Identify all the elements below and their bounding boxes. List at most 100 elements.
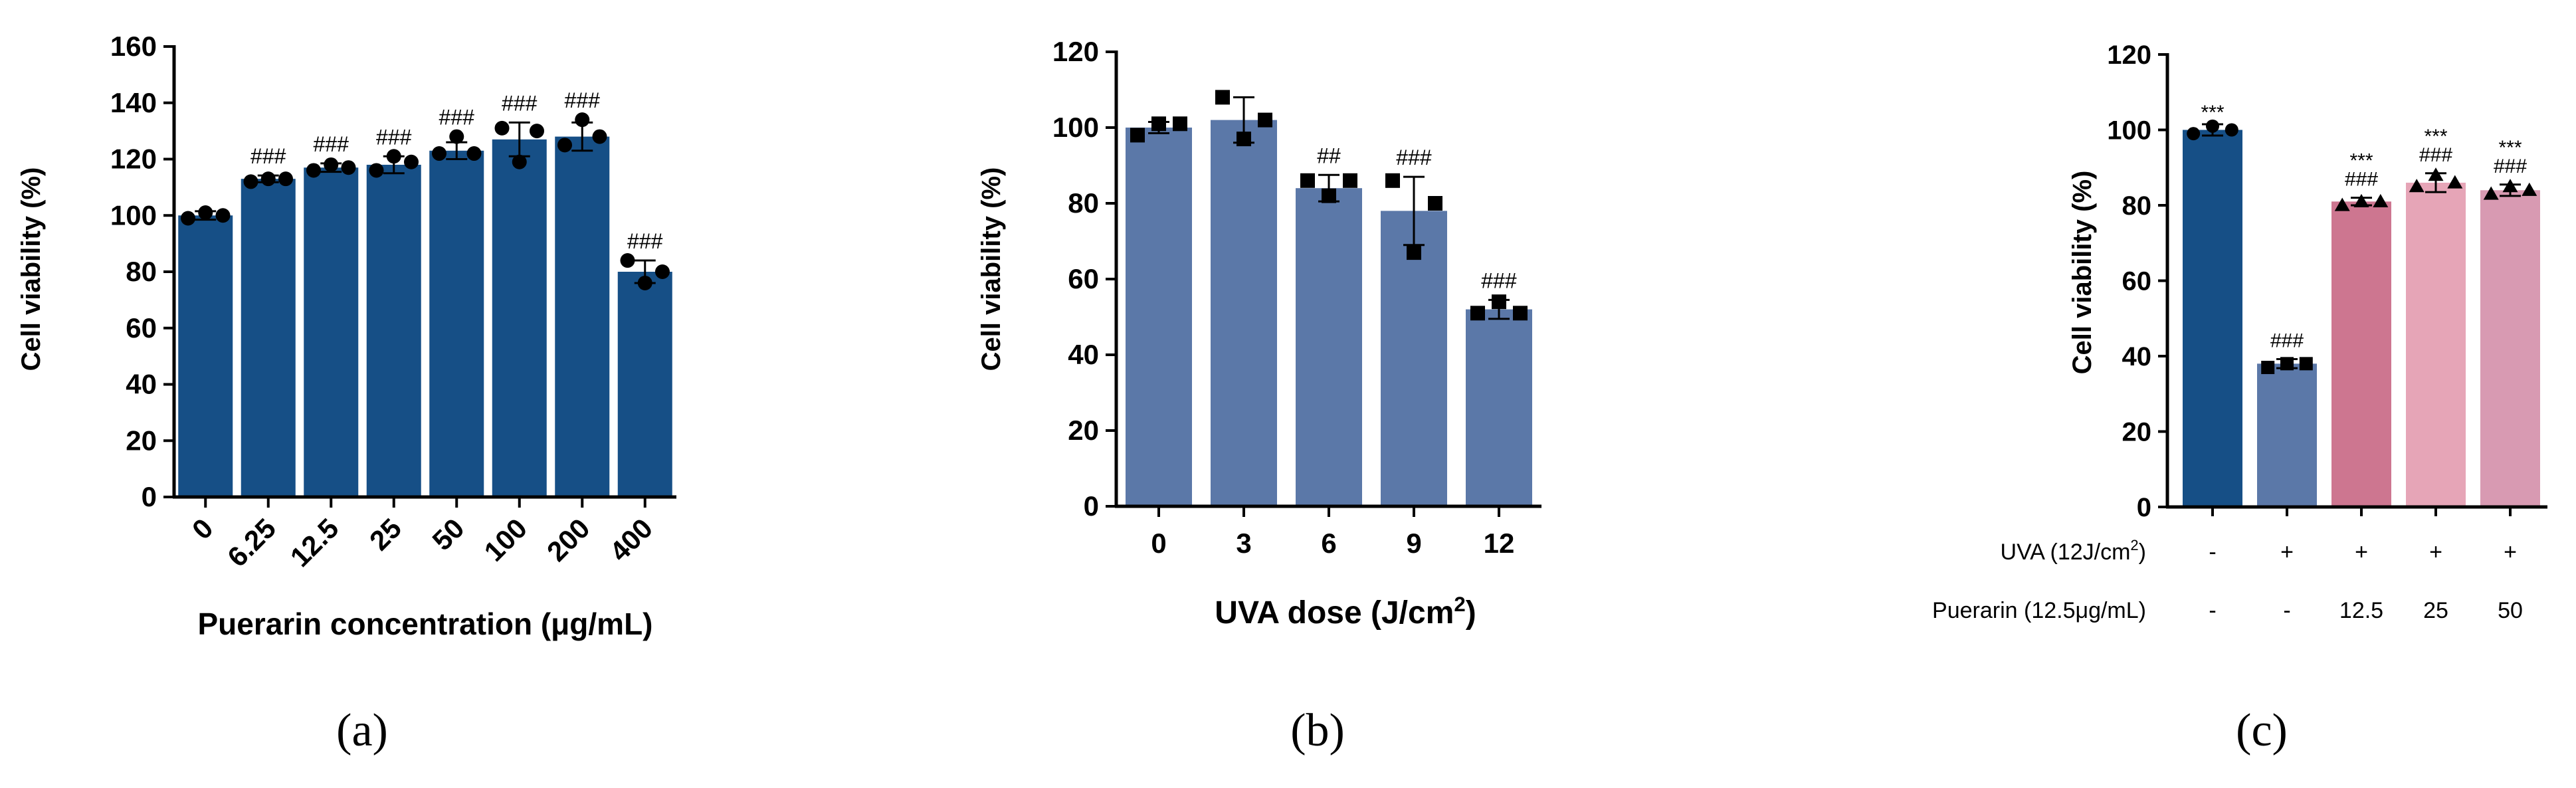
data-point [2225,123,2238,137]
panel-a-label: (a) [336,705,388,756]
bar-3 [1211,120,1277,507]
bar-4 [2406,182,2466,507]
significance-hash: ### [2345,169,2378,191]
data-point [181,211,196,226]
data-point [2299,357,2313,371]
x-tick-label: 200 [541,512,596,567]
data-point [2409,179,2425,193]
data-point [1492,294,1506,310]
row-value: + [2280,540,2294,565]
data-point [575,112,590,128]
x-axis-title: Puerarin concentration (μg/mL) [198,607,653,641]
data-point [2522,182,2537,196]
data-point [2334,197,2350,211]
row-value: + [2429,540,2442,565]
bar-2 [2257,363,2317,507]
y-tick-label: 80 [126,256,157,287]
data-point [278,171,293,187]
y-axis-title: Cell viability (%) [2068,171,2097,375]
data-point [403,154,419,169]
y-tick-label: 40 [1068,339,1099,370]
x-tick-label: 0 [186,512,219,545]
data-point [1407,245,1421,260]
y-tick-label: 60 [126,312,157,344]
data-point [386,149,401,164]
panel-a-chart: 0###6.25###12.5###25###50###100###200###… [17,31,676,641]
x-tick-label: 400 [603,512,658,567]
data-point [512,154,527,169]
y-tick-label: 60 [1068,263,1099,294]
data-point [1322,188,1336,203]
data-point [1173,116,1187,132]
bar-6 [1296,188,1362,506]
data-point [2353,193,2369,207]
x-tick-label: 50 [426,512,470,556]
y-tick-label: 0 [142,481,157,512]
x-tick-label: 0 [1151,528,1166,559]
y-tick-label: 0 [2137,493,2151,522]
data-point [432,146,447,161]
y-tick-label: 120 [110,144,157,175]
significance-hash: ### [2494,155,2527,177]
y-tick-label: 40 [2122,342,2152,371]
y-tick-label: 120 [2107,41,2151,70]
bar-100 [492,139,547,497]
data-point [341,160,356,175]
significance-hash: ### [1481,268,1517,292]
row-value: + [2504,540,2517,565]
significance-hash: ### [627,229,663,253]
row-value: 12.5 [2339,598,2383,623]
data-point [260,171,276,187]
bar-1 [2183,130,2242,507]
data-point [466,146,482,161]
x-tick-label: 9 [1406,528,1421,559]
bar-3 [2331,201,2391,507]
significance-hash: ### [376,125,412,149]
bar-12.5 [304,167,359,497]
x-axis-title: UVA dose (J/cm2) [1215,593,1476,631]
data-point [1470,306,1485,321]
data-point [1151,116,1166,132]
data-point [198,205,213,221]
data-point [2447,175,2463,189]
data-point [2483,186,2499,200]
data-point [1385,173,1400,188]
bar-6.25 [241,179,296,497]
data-point [2428,167,2444,181]
significance-hash: ### [502,91,538,115]
significance-hash: ### [1396,146,1432,169]
data-point [620,253,635,268]
data-point [449,129,464,144]
bar-50 [429,150,484,498]
panel-c-chart: ***######*** ###***###***020406080100120C… [1932,41,2547,623]
data-point [637,275,652,290]
x-tick-label: 25 [363,512,407,556]
data-point [1130,128,1145,143]
data-point [1300,173,1315,188]
x-tick-label: 6.25 [221,512,282,573]
y-axis-title: Cell viability (%) [977,167,1006,371]
data-point [557,138,573,153]
y-tick-label: 80 [2122,191,2152,221]
y-tick-label: 20 [2122,418,2152,447]
bar-400 [617,272,672,497]
data-point [529,124,544,139]
row-value: - [2209,598,2216,623]
x-tick-label: 12.5 [284,512,345,573]
panel-b-label: (b) [1290,705,1345,756]
panel-c-label: (c) [2236,705,2288,756]
bar-9 [1381,211,1447,506]
x-tick-label: 6 [1321,528,1336,559]
significance-hash: ### [314,132,349,156]
significance-star: *** [2201,102,2224,124]
data-point [654,264,670,279]
bar-0 [178,215,233,497]
y-tick-label: 40 [126,369,157,400]
row-value: 25 [2423,598,2448,623]
data-point [306,163,322,178]
significance-star: *** [2349,150,2373,172]
y-tick-label: 0 [1084,490,1099,522]
y-tick-label: 20 [126,425,157,456]
